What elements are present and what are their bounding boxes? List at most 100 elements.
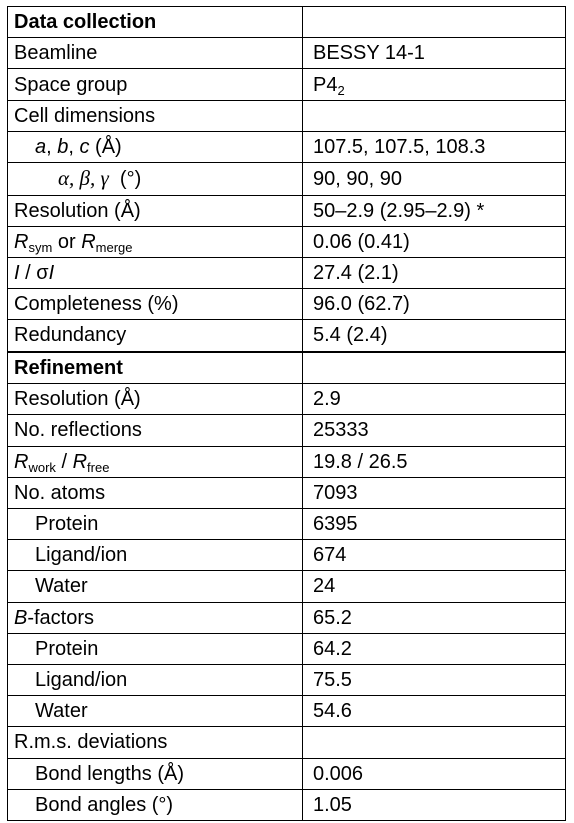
row-label-resolution: Resolution (Å) — [7, 194, 303, 227]
row-label-redundancy: Redundancy — [7, 319, 303, 352]
table-row: Bond lengths (Å) 0.006 — [7, 757, 566, 790]
table-row: Data collection — [7, 5, 566, 39]
label-sep: , — [90, 166, 101, 191]
row-value-b-protein: 64.2 — [302, 632, 566, 665]
row-label-bond-lengths: Bond lengths (Å) — [7, 757, 303, 790]
row-value-resolution: 50–2.9 (2.95–2.9) * — [302, 194, 566, 227]
table-row: Beamline BESSY 14-1 — [7, 37, 566, 70]
row-label-b-water: Water — [7, 695, 303, 728]
row-value-atoms-ligand: 674 — [302, 539, 566, 572]
row-label-abc: a, b, c (Å) — [7, 130, 303, 164]
table-row: Bond angles (°) 1.05 — [7, 788, 566, 822]
row-value-redundancy: 5.4 (2.4) — [302, 319, 566, 352]
table-row: Water 24 — [7, 570, 566, 603]
label-sub: free — [87, 459, 110, 475]
empty-cell — [302, 726, 566, 759]
table-row: Rwork / Rfree 19.8 / 26.5 — [7, 445, 566, 478]
crystallography-statistics-table: Data collection Beamline BESSY 14-1 Spac… — [7, 5, 566, 822]
row-value-abc: 107.5, 107.5, 108.3 — [302, 130, 566, 164]
space-group-main: P4 — [313, 73, 338, 96]
table-row: Resolution (Å) 50–2.9 (2.95–2.9) * — [7, 194, 566, 227]
row-label-atoms-water: Water — [7, 570, 303, 603]
table-row: α, β, γ (°) 90, 90, 90 — [7, 162, 566, 196]
empty-cell — [302, 350, 566, 354]
label-mid: / — [55, 450, 73, 473]
table-row: a, b, c (Å) 107.5, 107.5, 108.3 — [7, 130, 566, 164]
table-row: Water 54.6 — [7, 695, 566, 728]
row-label-rsym: Rsym or Rmerge — [7, 225, 303, 258]
row-value-beamline: BESSY 14-1 — [302, 37, 566, 70]
table-row: B-factors 65.2 — [7, 601, 566, 634]
label-sub: sym — [28, 239, 53, 255]
label-a: a — [35, 135, 47, 158]
row-value-angles: 90, 90, 90 — [302, 162, 566, 196]
label-unit: (°) — [119, 168, 142, 191]
row-label-rms: R.m.s. deviations — [7, 726, 303, 759]
row-value-bond-angles: 1.05 — [302, 788, 566, 822]
row-value-atoms-protein: 6395 — [302, 507, 566, 541]
label-i: I — [48, 262, 55, 285]
table-row: Completeness (%) 96.0 (62.7) — [7, 288, 566, 321]
row-label-completeness: Completeness (%) — [7, 288, 303, 321]
row-value-space-group: P42 — [302, 68, 566, 101]
label-i: I — [14, 262, 20, 285]
label-sep: , — [46, 135, 58, 158]
row-label-beamline: Beamline — [7, 37, 303, 70]
row-value-b-water: 54.6 — [302, 695, 566, 728]
row-value-completeness: 96.0 (62.7) — [302, 288, 566, 321]
label-beta: β — [79, 166, 90, 191]
label-b: B — [14, 606, 28, 629]
row-label-i-sigma: I / σI — [7, 256, 303, 290]
row-label-b-protein: Protein — [7, 632, 303, 665]
row-label-rwork-rfree: Rwork / Rfree — [7, 445, 303, 478]
row-value-bfactors: 65.2 — [302, 601, 566, 634]
label-r: R — [72, 450, 88, 473]
label-mid: / σ — [19, 262, 49, 285]
table-row: I / σI 27.4 (2.1) — [7, 256, 566, 290]
empty-cell — [302, 99, 566, 132]
row-label-atoms: No. atoms — [7, 476, 303, 509]
label-sub: merge — [95, 239, 133, 255]
table-row: R.m.s. deviations — [7, 726, 566, 759]
row-value-ref-resolution: 2.9 — [302, 383, 566, 416]
row-value-rwork-rfree: 19.8 / 26.5 — [302, 445, 566, 478]
table-row: No. reflections 25333 — [7, 414, 566, 447]
label-sep: , — [69, 166, 80, 191]
row-value-i-sigma: 27.4 (2.1) — [302, 256, 566, 290]
label-unit: (Å) — [89, 135, 122, 158]
row-label-atoms-protein: Protein — [7, 507, 303, 541]
table-row: Space group P42 — [7, 68, 566, 101]
row-value-atoms-water: 24 — [302, 570, 566, 603]
label-alpha: α — [58, 166, 70, 191]
table-row: Redundancy 5.4 (2.4) — [7, 319, 566, 352]
table-row: Resolution (Å) 2.9 — [7, 383, 566, 416]
label-r: R — [81, 230, 96, 253]
table-row: Rsym or Rmerge 0.06 (0.41) — [7, 225, 566, 258]
table-row: Cell dimensions — [7, 99, 566, 132]
row-label-ref-resolution: Resolution (Å) — [7, 383, 303, 416]
label-sep: , — [68, 135, 80, 158]
row-value-bond-lengths: 0.006 — [302, 757, 566, 790]
label-rest: -factors — [27, 606, 95, 629]
row-label-space-group: Space group — [7, 68, 303, 101]
row-value-rsym: 0.06 (0.41) — [302, 225, 566, 258]
table-row-blank — [7, 350, 566, 354]
space-group-subscript: 2 — [337, 82, 345, 98]
table-row: Ligand/ion 674 — [7, 539, 566, 572]
row-value-b-ligand: 75.5 — [302, 663, 566, 697]
row-label-bfactors: B-factors — [7, 601, 303, 634]
label-mid: or — [52, 230, 82, 253]
label-sub: work — [28, 459, 56, 475]
row-label-b-ligand: Ligand/ion — [7, 663, 303, 697]
row-label-cell-dimensions: Cell dimensions — [7, 99, 303, 132]
label-r: R — [14, 450, 29, 473]
row-label-atoms-ligand: Ligand/ion — [7, 539, 303, 572]
row-label-angles: α, β, γ (°) — [7, 162, 303, 196]
empty-cell — [302, 351, 566, 385]
label-gamma: γ — [100, 166, 109, 191]
row-label-reflections: No. reflections — [7, 414, 303, 447]
label-b: b — [57, 135, 69, 158]
row-value-reflections: 25333 — [302, 414, 566, 447]
table-row: Ligand/ion 75.5 — [7, 663, 566, 697]
table-row: Refinement — [7, 351, 566, 385]
